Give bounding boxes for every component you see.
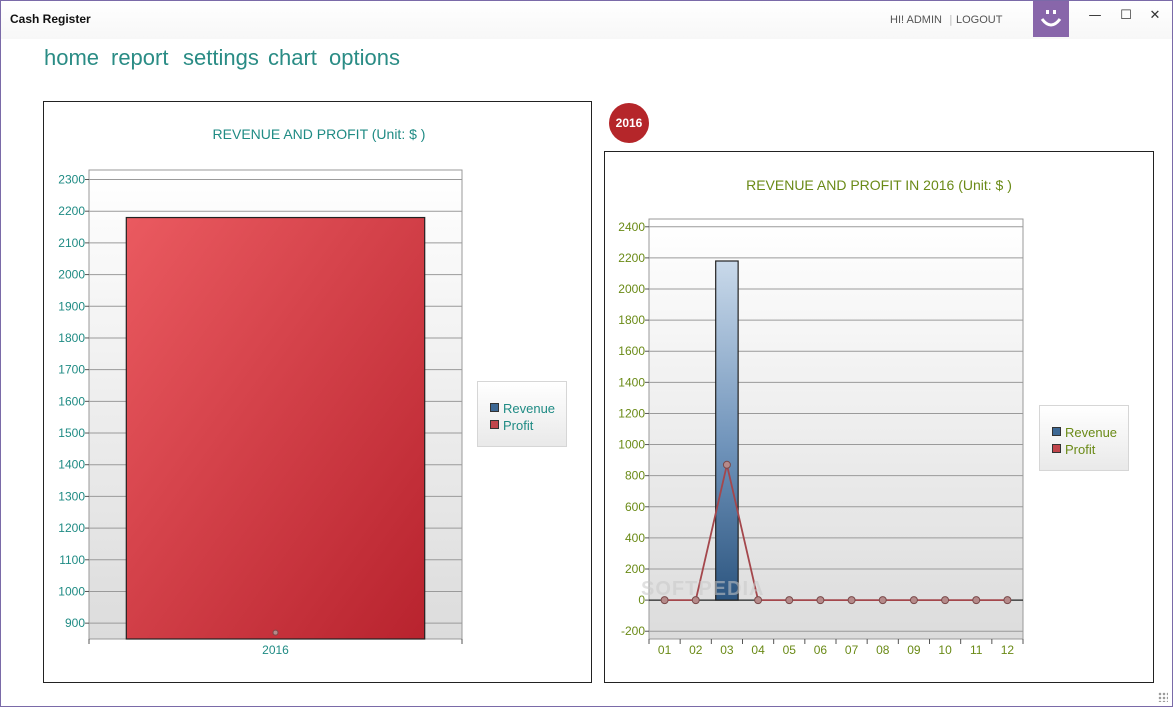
y-tick-label: 900 (65, 616, 85, 630)
app-title: Cash Register (10, 12, 91, 26)
monthly-chart-panel: REVENUE AND PROFIT IN 2016 (Unit: $ ) -20… (604, 151, 1154, 683)
y-tick-label: 1500 (58, 426, 85, 440)
profit-swatch (1052, 444, 1061, 453)
x-tick-label: 2016 (262, 643, 289, 657)
revenue-swatch (490, 403, 499, 412)
revenue-bar (125, 216, 426, 640)
watermark: SOFTPEDIA (641, 578, 765, 600)
yearly-chart-legend: Revenue Profit (477, 381, 567, 447)
y-tick-label: 2100 (58, 236, 85, 250)
profit-point (941, 596, 950, 605)
nav-settings[interactable]: settings (183, 45, 259, 70)
profit-point (878, 596, 887, 605)
profit-point (722, 460, 731, 469)
y-tick-label: 1100 (59, 553, 85, 567)
chart-title: REVENUE AND PROFIT (Unit: $ ) (213, 126, 426, 142)
x-tick-label: 04 (751, 643, 765, 657)
y-tick-label: 1200 (58, 521, 85, 535)
yearly-chart: REVENUE AND PROFIT (Unit: $ ) 900 1000 1100… (58, 126, 463, 657)
nav-report[interactable]: report (111, 45, 169, 70)
legend-item-revenue: Revenue (490, 401, 555, 416)
plot-area (648, 218, 1024, 640)
y-tick-label: 1200 (618, 406, 645, 420)
y-tick-label: 1300 (58, 489, 85, 503)
x-tick-label: 12 (1001, 643, 1015, 657)
y-tick-label: 1900 (58, 299, 85, 313)
profit-swatch (490, 420, 499, 429)
profit-point (909, 596, 918, 605)
y-tick-label: 2200 (618, 251, 645, 265)
year-badge[interactable]: 2016 (609, 103, 649, 143)
revenue-bar (715, 260, 739, 601)
profit-point (972, 596, 981, 605)
profit-point (847, 596, 856, 605)
y-tick-label: 1000 (58, 584, 85, 598)
y-tick-label: 2000 (618, 282, 645, 296)
legend-item-revenue: Revenue (1052, 425, 1117, 440)
x-tick-label: 06 (814, 643, 828, 657)
y-tick-label: 1000 (618, 438, 645, 452)
y-tick-label: 0 (638, 593, 645, 607)
profit-point (754, 596, 763, 605)
y-tick-label: 1600 (618, 344, 645, 358)
nav-options[interactable]: options (329, 45, 400, 70)
y-tick-label: -200 (621, 624, 645, 638)
resize-grip[interactable] (1158, 692, 1168, 702)
y-tick-label: 2300 (58, 173, 85, 187)
y-tick-label: 1700 (58, 363, 85, 377)
legend-label-revenue: Revenue (1065, 425, 1118, 440)
title-bar: Cash Register HI! ADMIN | LOGOUT — ☐ ✕ (1, 1, 1172, 39)
legend-item-profit: Profit (490, 418, 533, 433)
nav-chart[interactable]: chart (268, 45, 317, 70)
logout-link[interactable]: LOGOUT (956, 14, 1003, 26)
maximize-button[interactable]: ☐ (1120, 8, 1132, 23)
legend-item-profit: Profit (1052, 442, 1095, 457)
x-tick-label: 09 (907, 643, 921, 657)
x-tick-label: 03 (720, 643, 734, 657)
divider: | (949, 13, 953, 26)
y-tick-label: 400 (625, 531, 645, 545)
profit-point (272, 629, 279, 636)
y-tick-label: 1600 (58, 394, 85, 408)
y-tick-label: 600 (625, 500, 645, 514)
y-tick-label: 1800 (618, 313, 645, 327)
monthly-chart-legend: Revenue Profit (1039, 405, 1129, 471)
y-tick-label: 1400 (618, 375, 645, 389)
x-tick-label: 08 (876, 643, 890, 657)
user-greeting[interactable]: HI! ADMIN (890, 14, 942, 26)
y-tick-label: 2000 (58, 268, 85, 282)
chart-title: REVENUE AND PROFIT IN 2016 (Unit: $ ) (746, 177, 1012, 193)
y-tick-label: 200 (625, 562, 645, 576)
y-tick-label: 1400 (58, 458, 85, 472)
profit-point (1003, 596, 1012, 605)
legend-label-profit: Profit (1065, 442, 1096, 457)
monthly-chart: REVENUE AND PROFIT IN 2016 (Unit: $ ) -20… (618, 177, 1024, 657)
profit-point (660, 596, 669, 605)
x-tick-label: 11 (970, 643, 983, 657)
profit-line (664, 464, 1008, 602)
smiley-face-icon[interactable] (1033, 1, 1069, 37)
legend-label-profit: Profit (503, 418, 534, 433)
x-tick-label: 05 (783, 643, 797, 657)
yearly-chart-panel: REVENUE AND PROFIT (Unit: $ ) 900 1000 1100… (43, 101, 592, 683)
profit-point (785, 596, 794, 605)
y-tick-label: 800 (625, 469, 645, 483)
x-tick-label: 02 (689, 643, 703, 657)
legend-label-revenue: Revenue (503, 401, 556, 416)
profit-point (816, 596, 825, 605)
x-tick-label: 10 (938, 643, 952, 657)
minimize-button[interactable]: — (1088, 8, 1102, 23)
nav-home[interactable]: home (44, 45, 100, 70)
x-tick-label: 01 (658, 643, 672, 657)
revenue-swatch (1052, 427, 1061, 436)
x-tick-label: 07 (845, 643, 859, 657)
y-tick-label: 1800 (58, 331, 85, 345)
y-tick-label: 2400 (618, 220, 645, 234)
close-button[interactable]: ✕ (1149, 8, 1161, 23)
y-tick-label: 2200 (58, 204, 85, 218)
profit-point (691, 596, 700, 605)
